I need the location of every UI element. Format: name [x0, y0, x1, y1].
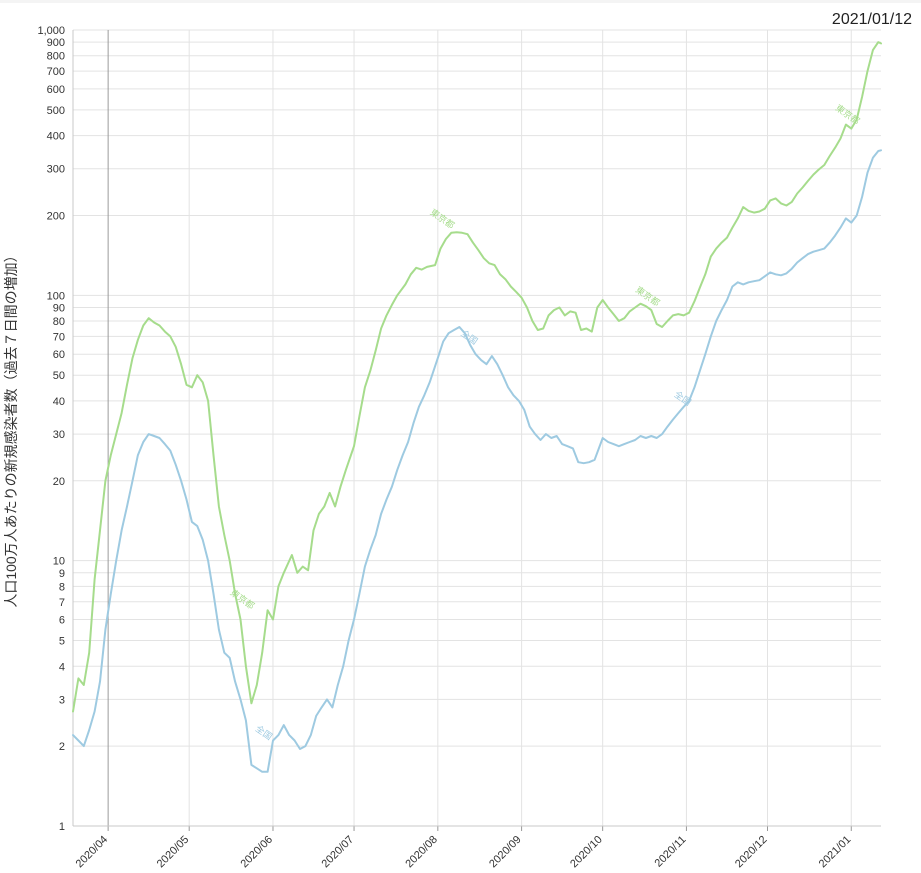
grid-layer — [73, 29, 881, 827]
y-tick-label: 80 — [53, 316, 65, 328]
series-label: 全国 — [673, 388, 694, 407]
y-tick-label: 1 — [59, 821, 65, 833]
y-tick-label: 100 — [47, 290, 65, 302]
y-axis-label: 人口100万人あたりの新規感染者数（過去７日間の増加） — [3, 248, 19, 607]
series-label: 東京都 — [228, 587, 256, 612]
date-label: 2021/01/12 — [832, 11, 912, 28]
y-tick-label: 800 — [47, 51, 65, 63]
series-line — [72, 41, 882, 713]
x-tick-label: 2020/09 — [487, 834, 524, 871]
y-tick-label: 300 — [47, 164, 65, 176]
y-tick-label: 5 — [59, 636, 65, 648]
x-tick-label: 2020/10 — [568, 834, 605, 871]
top-strip — [0, 0, 921, 3]
x-tick-label: 2020/12 — [733, 834, 770, 871]
y-tick-label: 6 — [59, 615, 65, 627]
x-tick-label: 2020/07 — [320, 834, 357, 871]
x-tick-label: 2021/01 — [817, 834, 854, 871]
y-tick-label: 2 — [59, 741, 65, 753]
y-tick-label: 900 — [47, 37, 65, 49]
y-tick-label: 30 — [53, 429, 65, 441]
y-tick-label: 200 — [47, 210, 65, 222]
y-tick-label: 500 — [47, 105, 65, 117]
series-label: 全国 — [254, 723, 275, 742]
y-tick-label: 90 — [53, 302, 65, 314]
y-tick-label: 70 — [53, 331, 65, 343]
y-tick-label: 4 — [59, 661, 65, 673]
y-tick-label: 7 — [59, 597, 65, 609]
series-layer — [72, 41, 882, 773]
y-tick-label: 20 — [53, 476, 65, 488]
x-tick-label: 2020/05 — [155, 834, 192, 871]
y-tick-label: 9 — [59, 568, 65, 580]
series-line — [72, 149, 882, 773]
y-tick-label: 600 — [47, 84, 65, 96]
x-tick-label: 2020/06 — [238, 834, 275, 871]
y-tick-label: 1,000 — [37, 25, 65, 37]
y-tick-label: 50 — [53, 370, 65, 382]
y-tick-label: 60 — [53, 349, 65, 361]
y-tick-label: 3 — [59, 694, 65, 706]
y-tick-label: 40 — [53, 396, 65, 408]
y-tick-label: 700 — [47, 66, 65, 78]
y-tick-label: 8 — [59, 581, 65, 593]
x-tick-label: 2020/08 — [403, 834, 440, 871]
y-tick-label: 400 — [47, 131, 65, 143]
y-tick-label: 10 — [53, 556, 65, 568]
x-tick-label: 2020/11 — [653, 834, 689, 870]
series-label: 東京都 — [428, 206, 456, 231]
x-tick-label: 2020/04 — [74, 834, 111, 871]
